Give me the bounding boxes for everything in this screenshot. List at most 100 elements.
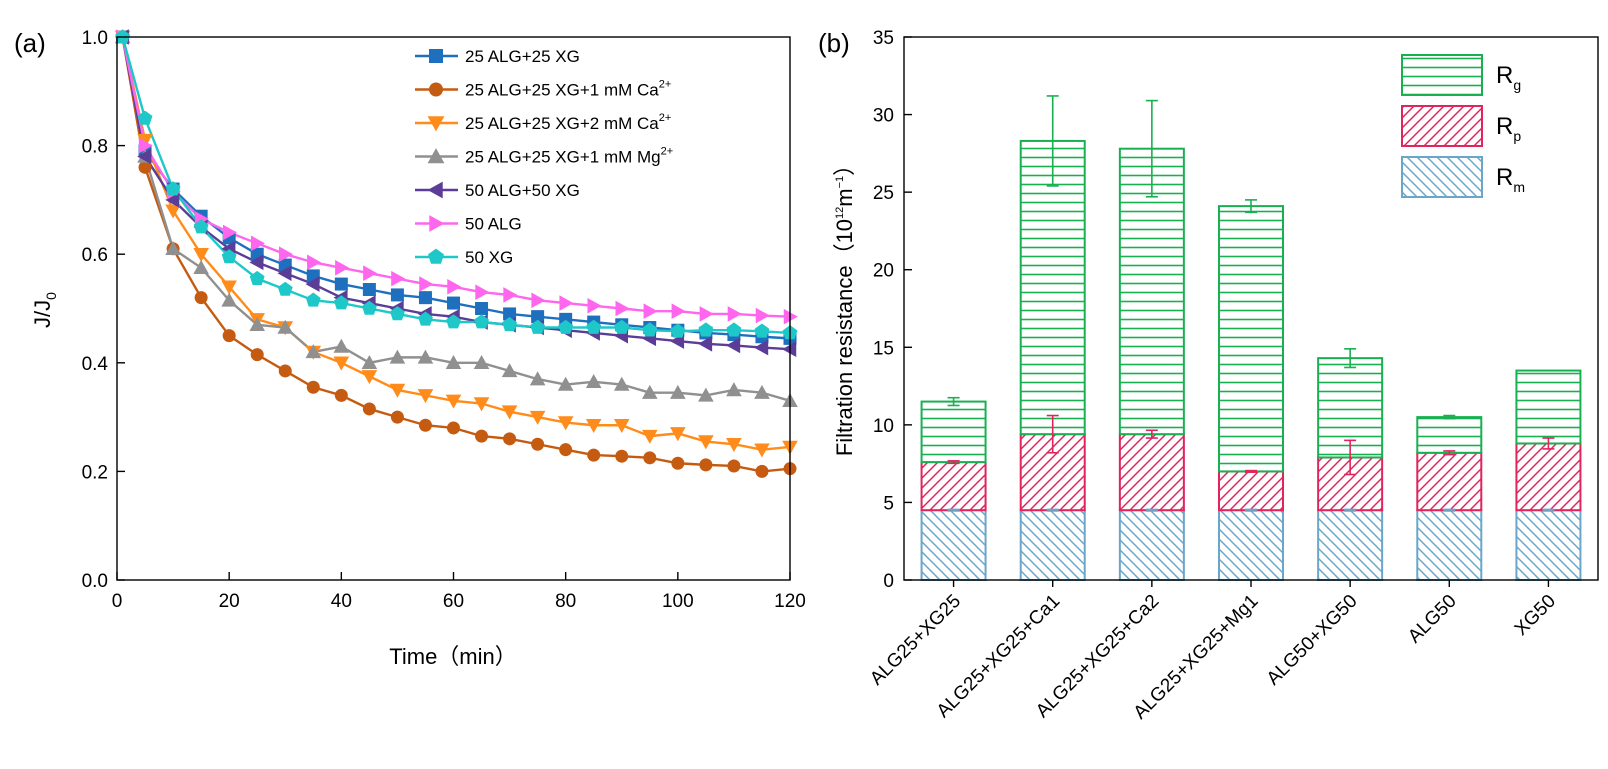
series-1-point bbox=[755, 464, 769, 478]
panel-b-category-label: ALG25+XG25 bbox=[866, 591, 965, 690]
series-1-point bbox=[334, 388, 348, 402]
series-3-point bbox=[445, 355, 462, 370]
panel-b-y-axis-title: Filtration resistance（1012m−1） bbox=[832, 154, 857, 456]
error-bar-rg bbox=[1344, 348, 1357, 369]
panel-b-y-tick-label: 15 bbox=[873, 338, 894, 359]
series-2-point bbox=[333, 356, 350, 371]
bar-segment-rg bbox=[920, 400, 987, 464]
series-6-point bbox=[446, 314, 461, 329]
series-6-point bbox=[361, 300, 377, 315]
legend-marker bbox=[427, 116, 445, 132]
series-3-point bbox=[193, 259, 209, 275]
series-3-point bbox=[726, 382, 742, 397]
series-5-point bbox=[447, 278, 462, 295]
series-0-point bbox=[418, 291, 432, 305]
series-6-point bbox=[115, 29, 131, 44]
series-2-point bbox=[361, 370, 378, 385]
series-3-point bbox=[389, 349, 406, 364]
series-5-point bbox=[335, 259, 350, 276]
series-6-point bbox=[474, 314, 489, 329]
series-1-point bbox=[531, 437, 545, 451]
bar-segment-rp bbox=[1416, 451, 1483, 512]
series-3-point bbox=[333, 338, 350, 353]
series-4-point bbox=[137, 148, 152, 165]
series-5-point bbox=[419, 276, 434, 292]
panel-a-ticks: 0 20 40 60 80 100 120 0.0 0.2 0.4 0.6 0.8 1.0 bbox=[82, 28, 806, 612]
legend-marker bbox=[427, 181, 443, 199]
legend-label-rp: Rp bbox=[1496, 113, 1521, 144]
series-3-point bbox=[698, 387, 714, 402]
series-5-point bbox=[138, 137, 153, 154]
series-3-point bbox=[221, 292, 237, 307]
series-1-point bbox=[278, 364, 292, 378]
panel-a-line-chart: (a) 0 20 40 60 80 100 120 0.0 0.2 0.4 0.6 0.8 1.0 Ti… bbox=[14, 28, 806, 669]
series-5-point bbox=[503, 287, 518, 303]
series-0-point bbox=[475, 302, 489, 315]
panel-b-legend: Rg Rp Rm bbox=[1401, 54, 1525, 198]
series-2-point bbox=[641, 429, 658, 444]
series-3-point bbox=[417, 349, 434, 364]
panel-b-y-tick-label: 30 bbox=[873, 106, 894, 127]
panel-b-y-axis-title-pre: Filtration resistance（10 bbox=[832, 219, 857, 456]
bar-segment-rm bbox=[1118, 509, 1185, 581]
series-1-point bbox=[222, 329, 236, 343]
series-5-point bbox=[727, 306, 742, 322]
series-1-point bbox=[362, 402, 376, 416]
panel-a-y-tick-label: 0.0 bbox=[82, 571, 108, 592]
series-2-point bbox=[165, 204, 181, 219]
series-1-point bbox=[699, 458, 713, 472]
series-5-point bbox=[615, 300, 630, 317]
panel-a-y-axis-title-sub: 0 bbox=[43, 292, 59, 300]
panel-b-y-tick-label: 10 bbox=[873, 416, 894, 437]
bar-segment-rp bbox=[1118, 433, 1185, 512]
series-1-point bbox=[447, 421, 460, 435]
panel-b-y-tick-label: 35 bbox=[873, 28, 894, 49]
error-bar-rm bbox=[1443, 508, 1456, 512]
error-bar-rp bbox=[947, 460, 960, 465]
series-2-point bbox=[726, 438, 742, 453]
series-5-point bbox=[391, 270, 406, 287]
series-5-point bbox=[671, 303, 686, 320]
series-4-point bbox=[165, 192, 180, 208]
legend-marker bbox=[429, 215, 445, 232]
error-bar-rg bbox=[1145, 99, 1158, 198]
panel-b-y-axis-title-sup: 12 bbox=[834, 207, 846, 219]
series-0-point bbox=[362, 282, 376, 296]
series-6-point bbox=[221, 249, 237, 264]
series-0-point bbox=[390, 288, 404, 302]
series-line-3 bbox=[121, 36, 791, 402]
panel-a-x-tick-label: 60 bbox=[443, 591, 464, 612]
series-4-point bbox=[782, 341, 797, 358]
series-6-point bbox=[502, 316, 518, 332]
error-bar-rm bbox=[947, 508, 960, 512]
series-1-point bbox=[475, 429, 489, 443]
series-5-point bbox=[531, 292, 546, 309]
series-2-point bbox=[193, 247, 209, 262]
series-3-point bbox=[165, 240, 181, 256]
series-0-point bbox=[447, 296, 460, 310]
bar-segment-rm bbox=[1515, 509, 1582, 581]
series-5-point bbox=[559, 295, 574, 311]
error-bar-rg bbox=[947, 396, 960, 407]
panel-a-y-tick-label: 1.0 bbox=[82, 28, 108, 49]
bar-segment-rm bbox=[1218, 509, 1284, 581]
panel-a-series-markers bbox=[114, 29, 798, 478]
panel-b-y-axis-title-mid: m bbox=[832, 188, 857, 206]
series-4-point bbox=[698, 335, 713, 352]
series-line-5 bbox=[121, 36, 791, 318]
series-2-point bbox=[137, 133, 153, 148]
panel-a-y-tick-label: 0.8 bbox=[82, 137, 108, 158]
series-1-point bbox=[306, 380, 320, 394]
series-2-point bbox=[557, 416, 574, 431]
panel-b-category-label: ALG50+XG50 bbox=[1263, 591, 1362, 690]
series-6-point bbox=[389, 306, 405, 321]
bar-segment-rg bbox=[1515, 369, 1582, 445]
series-2-point bbox=[754, 443, 770, 458]
legend-marker bbox=[427, 148, 445, 164]
panel-a-x-axis-title: Time（min） bbox=[389, 644, 517, 669]
panel-b-y-axis-title-sup2: −1 bbox=[834, 176, 846, 189]
error-bar-rp bbox=[1046, 414, 1059, 454]
series-0-point bbox=[531, 310, 545, 324]
series-2-point bbox=[585, 419, 602, 434]
panel-a-legend: 25 ALG+25 XG 25 ALG+25 XG+1 mM Ca2+ 25 ALG… bbox=[415, 47, 673, 267]
